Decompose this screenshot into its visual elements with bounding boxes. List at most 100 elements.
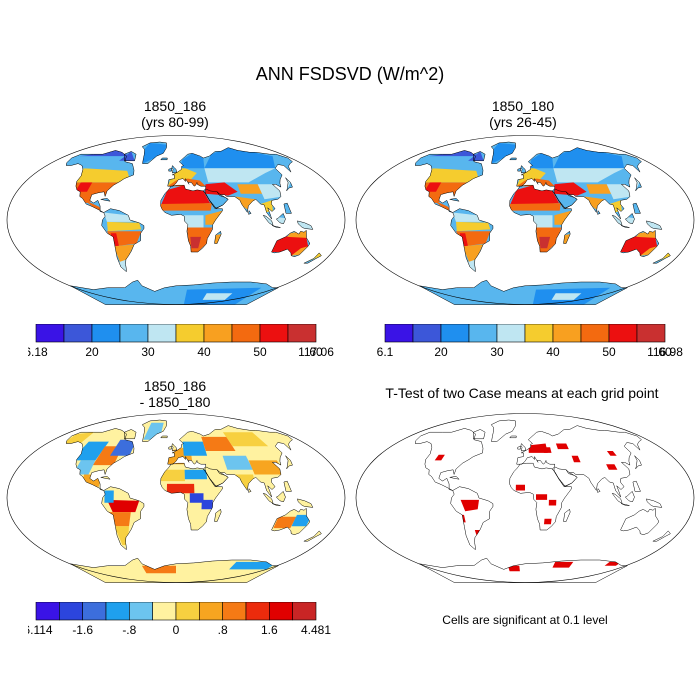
- coastline-australia: [271, 229, 311, 257]
- map-boundary: [6, 413, 346, 583]
- colorbar-box: [245, 601, 270, 621]
- colorbar-box: [129, 601, 153, 621]
- significant-cell: [528, 443, 548, 453]
- coastline-cuba: [100, 198, 111, 202]
- diff-patch: [201, 436, 236, 451]
- diff-patch: [222, 455, 253, 470]
- coastline-australia: [620, 229, 660, 257]
- colorbar-box: [231, 323, 261, 343]
- colorbar-1: 6.182030405060708090117.06: [24, 323, 491, 365]
- colorbar-box: [292, 601, 317, 621]
- coastline-africa: [509, 462, 572, 531]
- region-nz: [303, 252, 322, 264]
- map-boundary: [355, 135, 695, 305]
- colorbar-box: [384, 323, 414, 343]
- coastline-arabia-fill: [553, 188, 578, 209]
- coastline-ireland: [168, 167, 172, 172]
- coastline-cuba: [449, 476, 460, 480]
- coastline-uk: [520, 442, 527, 452]
- region-congo: [171, 215, 204, 228]
- coastline-baffin: [124, 151, 137, 162]
- diff-patch: [291, 514, 313, 527]
- coastline-madagascar: [563, 508, 571, 522]
- region-central-am: [83, 199, 104, 213]
- colorbar-box: [203, 323, 233, 343]
- region-nz: [652, 252, 671, 264]
- colorbar-label: 4.481: [301, 623, 331, 637]
- diff-patch: [114, 526, 129, 545]
- coastline-africa: [160, 184, 223, 253]
- colorbar-label: -1.6: [72, 623, 93, 637]
- coastline-australia: [271, 507, 311, 535]
- diff-patch: [108, 512, 131, 527]
- region-na-arctic: [428, 150, 477, 157]
- coastline-sri-lanka: [597, 487, 601, 493]
- colorbar-box: [63, 323, 93, 343]
- diff-patch: [229, 561, 279, 570]
- coastline-africa: [509, 184, 572, 253]
- coastline-new-guinea: [646, 220, 663, 230]
- colorbar-label: 40: [546, 345, 560, 359]
- coastline-greenland: [490, 141, 516, 164]
- colorbar-label: 60: [658, 345, 672, 359]
- map-field: [434, 441, 622, 572]
- diff-patch: [176, 563, 235, 572]
- significant-cell: [455, 514, 466, 523]
- significant-cell: [434, 454, 445, 461]
- colorbar-box: [82, 601, 107, 621]
- coastline-borneo: [275, 490, 286, 503]
- diff-patch: [160, 469, 185, 482]
- region-maritime: [263, 215, 314, 230]
- region-maritime: [612, 215, 663, 230]
- coastline-uk: [171, 442, 178, 452]
- region-siberia: [204, 147, 276, 169]
- colorbar-box: [412, 323, 442, 343]
- colorbar-box: [608, 323, 638, 343]
- significant-cell: [542, 447, 552, 453]
- diff-patch: [182, 441, 208, 456]
- panel-4-title: T-Test of two Case means at each grid po…: [385, 385, 659, 401]
- region-central-asia: [204, 168, 276, 183]
- colorbar-box: [119, 323, 149, 343]
- region-antarctica-spot: [551, 293, 582, 300]
- colorbar-box: [175, 323, 205, 343]
- panel-1-title-line2: (yrs 80-99): [141, 114, 209, 130]
- coastline-south-america: [101, 208, 145, 273]
- map-panel-3: [6, 413, 346, 583]
- significant-cell: [460, 499, 479, 512]
- coastline-japan: [285, 455, 293, 470]
- coastline-iceland: [160, 157, 168, 161]
- coastline-sri-lanka: [597, 209, 601, 215]
- region-na-arctic: [79, 150, 128, 157]
- coastline-madagascar: [563, 230, 571, 244]
- coastline-south-america: [101, 486, 145, 551]
- map-panel-4: [355, 413, 695, 583]
- colorbar-box: [552, 323, 582, 343]
- coastline-new-guinea: [646, 498, 663, 508]
- panel-3-title: 1850_186 - 1850_180: [60, 378, 290, 410]
- panel-2-title-line2: (yrs 26-45): [489, 114, 557, 130]
- coastline-south-america: [450, 208, 494, 273]
- colorbar-label: -.8: [122, 623, 136, 637]
- coastline-sri-lanka: [248, 487, 252, 493]
- coastline-madagascar: [214, 230, 222, 244]
- coastline-eurasia: [167, 425, 293, 498]
- significant-cell: [571, 455, 581, 463]
- significant-cell: [606, 451, 617, 456]
- coastline-baffin: [124, 429, 137, 440]
- panel-3-title-line2: - 1850_180: [139, 394, 211, 410]
- coastline-philippines: [632, 202, 641, 214]
- significant-cell: [552, 561, 574, 568]
- diff-patch: [222, 432, 269, 447]
- region-madagascar: [563, 234, 571, 244]
- coastline-japan: [285, 177, 293, 192]
- coastline-java: [621, 225, 630, 228]
- region-antarctica-spot: [202, 293, 233, 300]
- significant-cell: [555, 443, 569, 450]
- significant-cell: [482, 441, 489, 447]
- colorbar-box: [35, 323, 65, 343]
- region-baffin: [468, 151, 484, 161]
- region-na-southwest: [424, 180, 443, 192]
- region-na-mid: [424, 168, 479, 183]
- colorbar-label: 117.06: [298, 345, 334, 359]
